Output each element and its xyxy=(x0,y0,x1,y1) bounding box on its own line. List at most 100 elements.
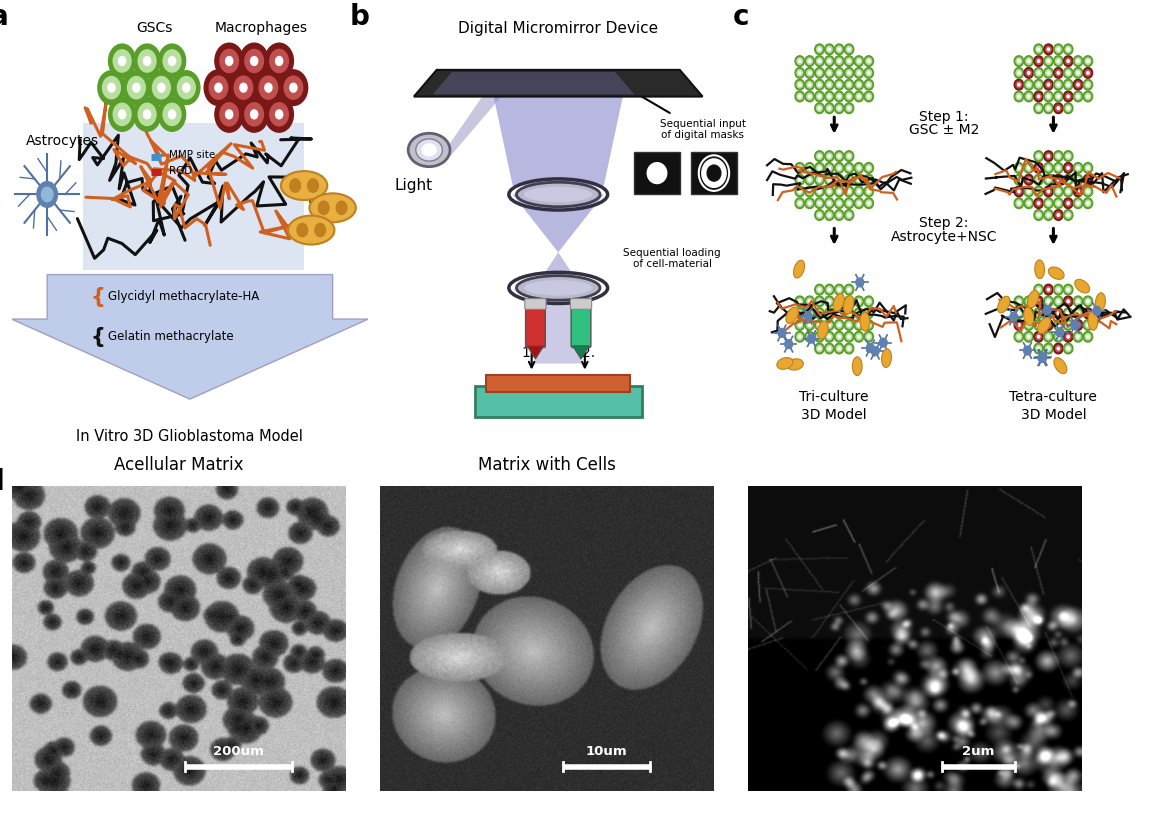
Circle shape xyxy=(138,49,157,73)
Circle shape xyxy=(229,70,258,105)
Circle shape xyxy=(1014,91,1023,102)
Circle shape xyxy=(1026,321,1031,328)
Circle shape xyxy=(857,166,860,169)
Circle shape xyxy=(1053,162,1064,173)
Circle shape xyxy=(856,165,862,171)
Circle shape xyxy=(1083,175,1092,185)
Ellipse shape xyxy=(1035,260,1045,279)
Circle shape xyxy=(854,331,863,342)
Circle shape xyxy=(1083,79,1092,90)
Circle shape xyxy=(816,93,822,100)
Circle shape xyxy=(826,58,832,64)
Circle shape xyxy=(815,79,824,90)
Circle shape xyxy=(824,44,834,54)
Ellipse shape xyxy=(524,187,593,202)
Circle shape xyxy=(854,175,863,185)
Circle shape xyxy=(799,300,801,302)
Circle shape xyxy=(864,198,874,208)
Circle shape xyxy=(1075,188,1081,194)
Circle shape xyxy=(1085,165,1091,171)
Circle shape xyxy=(1066,334,1070,340)
Polygon shape xyxy=(12,274,368,399)
Circle shape xyxy=(845,103,854,114)
Circle shape xyxy=(1064,308,1073,319)
Circle shape xyxy=(815,103,824,114)
Circle shape xyxy=(807,58,813,64)
Circle shape xyxy=(846,176,852,183)
Circle shape xyxy=(866,298,871,305)
Circle shape xyxy=(795,56,805,67)
Circle shape xyxy=(1066,70,1070,76)
Circle shape xyxy=(864,162,874,173)
Circle shape xyxy=(824,175,834,185)
Circle shape xyxy=(1074,79,1083,90)
Text: Sequential loading
of cell-material: Sequential loading of cell-material xyxy=(624,248,721,269)
Circle shape xyxy=(1017,95,1020,98)
Circle shape xyxy=(857,202,860,204)
Circle shape xyxy=(1026,70,1031,76)
Circle shape xyxy=(1047,60,1050,63)
Circle shape xyxy=(1034,151,1043,162)
Text: Sequential input
of digital masks: Sequential input of digital masks xyxy=(660,119,746,140)
Circle shape xyxy=(1087,202,1089,204)
Circle shape xyxy=(1087,72,1089,74)
Circle shape xyxy=(866,321,871,328)
Ellipse shape xyxy=(860,312,870,331)
Circle shape xyxy=(1037,213,1039,217)
Circle shape xyxy=(826,212,832,218)
Circle shape xyxy=(1034,68,1043,78)
Circle shape xyxy=(1036,46,1042,53)
Circle shape xyxy=(1037,288,1039,291)
Circle shape xyxy=(848,178,851,181)
Circle shape xyxy=(848,72,851,74)
Circle shape xyxy=(1057,288,1060,291)
Circle shape xyxy=(808,83,810,86)
Polygon shape xyxy=(512,194,604,252)
Circle shape xyxy=(1083,331,1092,342)
Circle shape xyxy=(1014,175,1023,185)
Circle shape xyxy=(1045,287,1051,293)
Circle shape xyxy=(1083,68,1092,78)
Text: 1.: 1. xyxy=(521,346,534,360)
Circle shape xyxy=(1034,79,1043,90)
Circle shape xyxy=(808,72,810,74)
Circle shape xyxy=(815,331,824,342)
Circle shape xyxy=(826,105,832,111)
Circle shape xyxy=(854,198,863,208)
Ellipse shape xyxy=(517,276,600,300)
Circle shape xyxy=(815,151,824,162)
Circle shape xyxy=(1047,72,1050,74)
Circle shape xyxy=(838,48,840,50)
Circle shape xyxy=(1066,200,1070,207)
Circle shape xyxy=(845,284,854,295)
Circle shape xyxy=(1053,175,1064,185)
Circle shape xyxy=(838,300,840,302)
Text: In Vitro 3D Glioblastoma Model: In Vitro 3D Glioblastoma Model xyxy=(76,428,304,443)
Circle shape xyxy=(816,310,822,316)
Circle shape xyxy=(826,46,832,53)
Circle shape xyxy=(857,300,860,302)
Circle shape xyxy=(1087,178,1089,181)
Circle shape xyxy=(1064,186,1073,197)
Circle shape xyxy=(864,296,874,307)
Text: GSCs: GSCs xyxy=(136,21,173,35)
Circle shape xyxy=(215,83,222,92)
Circle shape xyxy=(826,176,832,183)
Ellipse shape xyxy=(647,162,668,185)
Ellipse shape xyxy=(1075,279,1090,293)
Circle shape xyxy=(1034,284,1043,295)
Circle shape xyxy=(826,70,832,76)
Circle shape xyxy=(1036,200,1042,207)
Circle shape xyxy=(838,155,840,157)
Circle shape xyxy=(1077,300,1080,302)
Circle shape xyxy=(837,165,843,171)
Circle shape xyxy=(816,82,822,88)
Circle shape xyxy=(1017,83,1020,86)
Circle shape xyxy=(805,56,814,67)
Circle shape xyxy=(838,324,840,326)
Circle shape xyxy=(845,308,854,319)
Circle shape xyxy=(1034,343,1043,353)
Circle shape xyxy=(1066,298,1070,305)
Circle shape xyxy=(1053,331,1064,342)
Circle shape xyxy=(1028,72,1030,74)
